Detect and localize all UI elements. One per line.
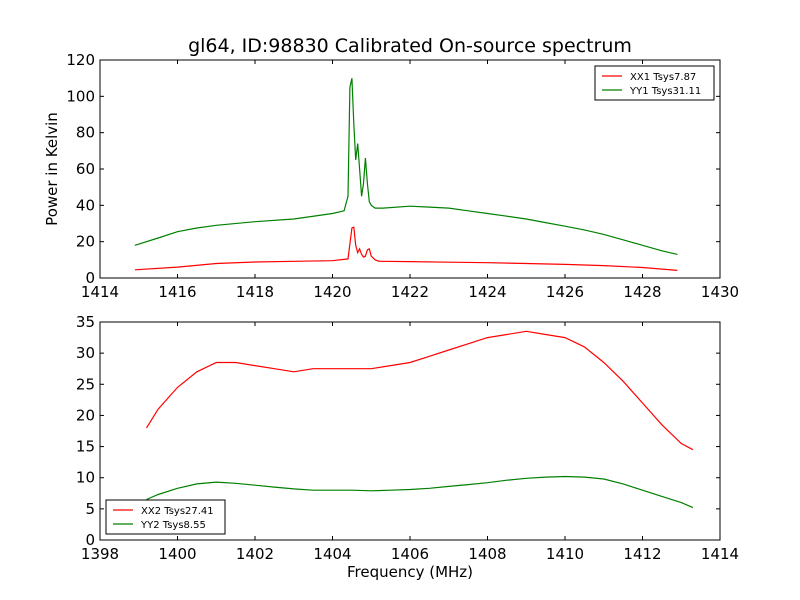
x-tick-label: 1424 — [468, 283, 506, 301]
legend-box — [594, 65, 715, 101]
y-tick-label: 15 — [76, 438, 95, 456]
x-tick-label: 1398 — [81, 545, 119, 563]
series-line-1-2 — [134, 78, 678, 255]
x-tick-label: 1430 — [701, 283, 739, 301]
x-tick-label: 1404 — [313, 545, 351, 563]
x-tick-label: 1422 — [391, 283, 429, 301]
x-tick-label: 1428 — [623, 283, 661, 301]
figure-title: gl64, ID:98830 Calibrated On-source spec… — [188, 35, 632, 57]
series-line-2-1 — [145, 330, 694, 451]
x-tick-label: 1416 — [158, 283, 196, 301]
x-tick-label: 1420 — [313, 283, 351, 301]
x-tick-label: 1426 — [546, 283, 584, 301]
y-tick-label: 0 — [85, 269, 95, 287]
y-tick-label: 35 — [76, 313, 95, 331]
series-line-2-2 — [146, 475, 694, 509]
x-tick-label: 1414 — [81, 283, 119, 301]
x-tick-label: 1402 — [236, 545, 274, 563]
x-tick-label: 1406 — [391, 545, 429, 563]
x-axis-label: Frequency (MHz) — [347, 563, 473, 581]
chart-panel-2: 1398 1400 1402 1404 1406 1408 1410 1412 1414 0 5 10… — [76, 313, 739, 581]
x-tick-label: 1418 — [236, 283, 274, 301]
y-tick-label: 10 — [76, 469, 95, 487]
legend: XX2 Tsys27.41 YY2 Tsys8.55 — [105, 499, 226, 535]
y-tick-label: 60 — [76, 160, 95, 178]
x-tick-label: 1414 — [701, 545, 739, 563]
legend-entry: YY1 Tsys31.11 — [629, 86, 701, 97]
legend-entry: YY2 Tsys8.55 — [140, 520, 206, 531]
y-tick-label: 40 — [76, 196, 95, 214]
x-tick-label: 1400 — [158, 545, 196, 563]
legend-entry: XX2 Tsys27.41 — [141, 506, 214, 517]
x-tick-label: 1408 — [468, 545, 506, 563]
legend: XX1 Tsys7.87 YY1 Tsys31.11 — [594, 65, 715, 101]
legend-entry: XX1 Tsys7.87 — [630, 72, 696, 83]
y-tick-label: 25 — [76, 375, 95, 393]
legend-box — [105, 499, 226, 535]
y-tick-label: 120 — [66, 51, 95, 69]
y-tick-label: 30 — [76, 344, 95, 362]
series-line-1-1 — [134, 226, 678, 271]
y-tick-label: 100 — [66, 87, 95, 105]
x-tick-label: 1412 — [623, 545, 661, 563]
y-axis-label: Power in Kelvin — [43, 112, 61, 226]
y-tick-label: 80 — [76, 124, 95, 142]
y-tick-label: 20 — [76, 406, 95, 424]
y-tick-label: 0 — [85, 531, 95, 549]
x-tick-label: 1410 — [546, 545, 584, 563]
chart-panel-1: 1414 1416 1418 1420 1422 1424 1426 1428 1430 0 20 4… — [43, 51, 739, 301]
y-tick-label: 5 — [85, 500, 95, 518]
y-tick-label: 20 — [76, 233, 95, 251]
